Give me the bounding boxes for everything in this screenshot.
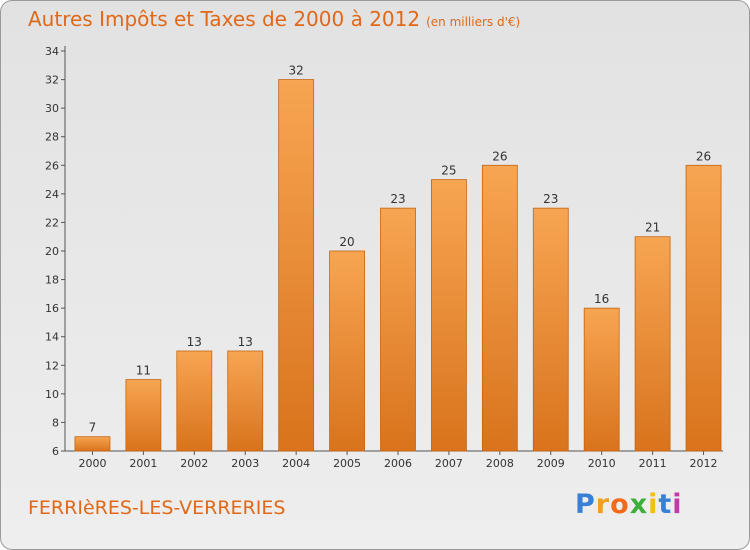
bar-2001 xyxy=(125,379,162,452)
proxiti-logo: Proxiti xyxy=(575,489,683,520)
bar-2002 xyxy=(176,350,213,452)
data-label: 20 xyxy=(339,235,354,249)
logo-letter: i xyxy=(648,489,659,520)
y-tick-label: 34 xyxy=(45,45,59,58)
y-tick-label: 14 xyxy=(45,331,59,344)
x-tick-label: 2005 xyxy=(333,457,361,470)
data-label: 11 xyxy=(136,364,151,378)
y-tick-label: 8 xyxy=(52,416,59,429)
bar-2005 xyxy=(329,250,365,452)
bar-2007 xyxy=(431,179,467,452)
bar-2012 xyxy=(685,164,722,452)
x-tick-label: 2012 xyxy=(690,457,718,470)
bar-2004 xyxy=(278,79,315,452)
bars xyxy=(74,79,722,452)
bar-2011 xyxy=(634,236,671,452)
title-main: Autres Impôts et Taxes de 2000 à 2012 xyxy=(28,7,421,31)
data-label: 21 xyxy=(645,221,660,235)
bar-2006 xyxy=(380,207,416,452)
data-label: 7 xyxy=(89,421,97,435)
y-tick-label: 24 xyxy=(45,188,59,201)
data-label: 16 xyxy=(594,292,609,306)
title-units: (en milliers d'€) xyxy=(426,15,521,29)
x-tick-label: 2001 xyxy=(129,457,157,470)
x-tick-label: 2009 xyxy=(537,457,565,470)
y-tick-label: 12 xyxy=(45,359,59,372)
data-labels: 7 11 13 13 32 20 23 25 26 23 16 21 26 xyxy=(89,64,712,435)
y-tick-label: 16 xyxy=(45,302,59,315)
data-label: 13 xyxy=(187,335,202,349)
commune-name: FERRIèRES-LES-VERRERIES xyxy=(28,497,286,519)
x-tick-label: 2008 xyxy=(486,457,514,470)
y-tick-label: 20 xyxy=(45,245,59,258)
x-tick-label: 2000 xyxy=(78,457,106,470)
x-tick-label: 2003 xyxy=(231,457,259,470)
x-tick-label: 2011 xyxy=(639,457,667,470)
y-tick-label: 18 xyxy=(45,274,59,287)
y-tick-label: 28 xyxy=(45,131,59,144)
bar-2000 xyxy=(74,436,111,452)
bar-2010 xyxy=(583,307,620,452)
y-tick-label: 22 xyxy=(45,216,59,229)
bar-2003 xyxy=(227,350,264,452)
logo-letter: P xyxy=(575,489,596,520)
logo-letter: r xyxy=(595,489,611,520)
data-label: 25 xyxy=(441,164,456,178)
bar-2009 xyxy=(532,207,569,452)
logo-letter: t xyxy=(658,489,673,520)
data-label: 13 xyxy=(238,335,253,349)
y-tick-label: 10 xyxy=(45,388,59,401)
data-label: 23 xyxy=(543,192,558,206)
y-axis: 6 8 10 12 14 16 18 20 22 24 26 28 30 32 34 xyxy=(45,45,66,458)
y-tick-label: 26 xyxy=(45,159,59,172)
y-tick-label: 6 xyxy=(52,445,59,458)
data-label: 26 xyxy=(696,149,711,163)
x-axis: 2000 2001 2002 2003 2004 2005 2006 2007 2008 2009… xyxy=(65,450,723,470)
x-tick-label: 2004 xyxy=(282,457,310,470)
logo-letter: x xyxy=(629,489,649,520)
chart-title: Autres Impôts et Taxes de 2000 à 2012 (en… xyxy=(28,7,520,31)
x-tick-label: 2006 xyxy=(384,457,412,470)
logo-letter: o xyxy=(610,489,630,520)
y-tick-label: 30 xyxy=(45,102,59,115)
bar-2008 xyxy=(481,164,518,452)
logo-letter: i xyxy=(672,489,683,520)
x-tick-label: 2007 xyxy=(435,457,463,470)
data-label: 26 xyxy=(492,149,507,163)
y-tick-label: 32 xyxy=(45,74,59,87)
data-label: 32 xyxy=(289,64,304,78)
x-tick-label: 2002 xyxy=(180,457,208,470)
data-label: 23 xyxy=(390,192,405,206)
x-tick-label: 2010 xyxy=(588,457,616,470)
